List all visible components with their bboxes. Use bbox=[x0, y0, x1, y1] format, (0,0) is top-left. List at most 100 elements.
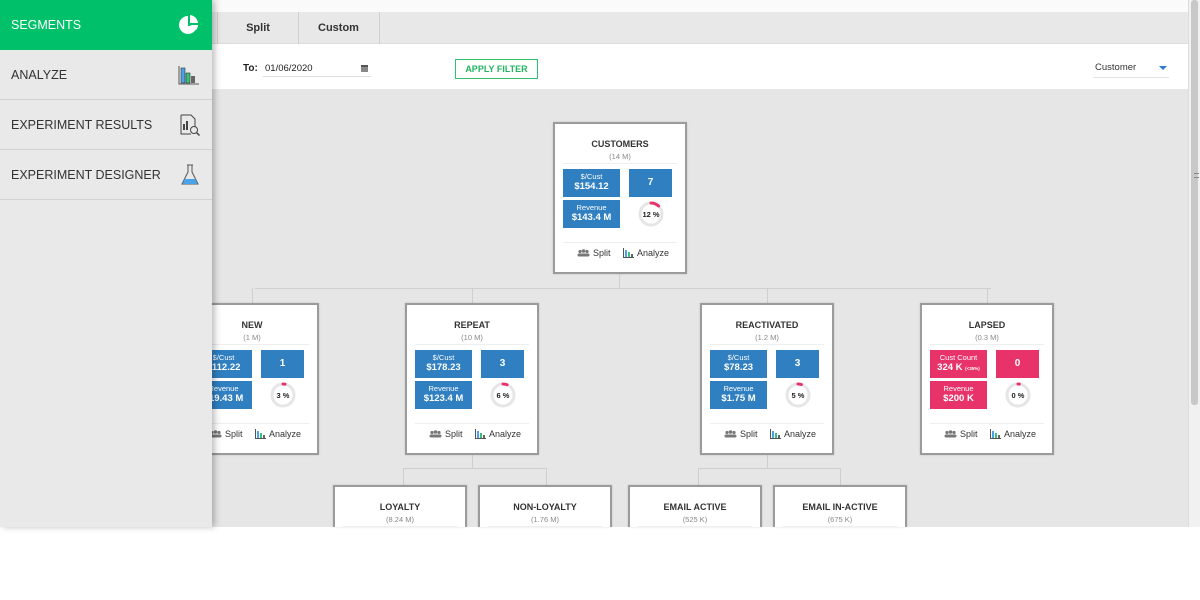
divider bbox=[488, 526, 602, 527]
count-box: 1 bbox=[261, 350, 304, 378]
segment-size: (10 M) bbox=[461, 333, 483, 342]
pie-chart-icon bbox=[179, 15, 198, 34]
connector-line bbox=[255, 288, 991, 289]
tab-split[interactable]: Split bbox=[217, 12, 299, 44]
sidebar-item-experiment-designer[interactable]: EXPERIMENT DESIGNER bbox=[0, 150, 212, 200]
divider bbox=[710, 344, 824, 345]
dimension-select[interactable]: Customer bbox=[1093, 59, 1169, 78]
metric-box: $/Cust $78.23 bbox=[710, 350, 767, 378]
divider bbox=[930, 423, 1044, 424]
divider bbox=[343, 526, 457, 527]
dimension-value: Customer bbox=[1095, 62, 1137, 73]
sidebar-item-analyze[interactable]: ANALYZE bbox=[0, 50, 212, 100]
to-label: To: bbox=[243, 63, 258, 74]
segment-title: LAPSED bbox=[968, 320, 1006, 330]
segment-card[interactable]: REACTIVATED (1.2 M) $/Cust $78.23 3 Revenu… bbox=[700, 303, 834, 455]
count-box: 3 bbox=[776, 350, 819, 378]
percent-label: 6 % bbox=[496, 390, 510, 400]
vertical-scrollbar[interactable] bbox=[1188, 0, 1200, 527]
segment-card[interactable]: CUSTOMERS (14 M) $/Cust $154.12 7 Revenue $… bbox=[553, 122, 687, 274]
split-button[interactable]: Split bbox=[209, 429, 243, 439]
metric-value: $123.4 M bbox=[423, 393, 464, 404]
flask-icon bbox=[181, 164, 199, 184]
percent-donut: 0 % bbox=[1004, 381, 1032, 409]
calendar-icon[interactable] bbox=[361, 65, 368, 72]
percent-donut: 5 % bbox=[784, 381, 812, 409]
segment-title: CUSTOMERS bbox=[591, 139, 649, 149]
percent-label: 12 % bbox=[642, 209, 660, 219]
analyze-button[interactable]: Analyze bbox=[770, 429, 816, 439]
percent-donut: 3 % bbox=[269, 381, 297, 409]
percent-label: 0 % bbox=[1011, 390, 1025, 400]
split-button[interactable]: Split bbox=[724, 429, 758, 439]
connector-line bbox=[767, 288, 768, 303]
percent-donut: 12 % bbox=[637, 200, 665, 228]
segment-title: EMAIL IN-ACTIVE bbox=[802, 502, 878, 512]
metric-value: $143.4 M bbox=[571, 212, 612, 223]
metric-label: $/Cust bbox=[727, 353, 750, 362]
split-button[interactable]: Split bbox=[429, 429, 463, 439]
chevron-down-icon bbox=[1159, 66, 1167, 70]
sidebar-item-segments[interactable]: SEGMENTS bbox=[0, 0, 212, 50]
revenue-box: Revenue $143.4 M bbox=[563, 200, 620, 228]
metric-label: Revenue bbox=[208, 384, 239, 393]
apply-filter-button[interactable]: APPLY FILTER bbox=[455, 59, 538, 79]
sidebar-item-label: EXPERIMENT DESIGNER bbox=[11, 167, 161, 182]
sidebar-item-label: ANALYZE bbox=[11, 67, 68, 82]
metric-label: $/Cust bbox=[580, 172, 603, 181]
donut-arc bbox=[270, 382, 296, 408]
segment-size: (675 K) bbox=[827, 515, 853, 524]
segment-card[interactable]: LAPSED (0.3 M) Cust Count 324 K (<35%) 0 R… bbox=[920, 303, 1054, 455]
metric-box: $/Cust $154.12 bbox=[563, 169, 620, 197]
connector-line bbox=[619, 273, 620, 288]
divider bbox=[195, 344, 309, 345]
metric-value: $200 K bbox=[943, 393, 974, 404]
analyze-button[interactable]: Analyze bbox=[255, 429, 301, 439]
donut-arc bbox=[785, 382, 811, 408]
connector-line bbox=[698, 468, 699, 485]
connector-line bbox=[546, 468, 547, 485]
analyze-button[interactable]: Analyze bbox=[623, 248, 669, 258]
tab-custom[interactable]: Custom bbox=[298, 12, 380, 44]
segment-card[interactable]: LOYALTY (8.24 M) bbox=[333, 485, 467, 527]
count-box: 7 bbox=[629, 169, 672, 197]
divider bbox=[638, 526, 752, 527]
segment-card[interactable]: EMAIL ACTIVE (525 K) bbox=[628, 485, 762, 527]
percent-label: 3 % bbox=[276, 390, 290, 400]
segment-size: (0.3 M) bbox=[975, 333, 999, 342]
percent-label: 5 % bbox=[791, 390, 805, 400]
segment-title: REACTIVATED bbox=[735, 320, 799, 330]
split-button[interactable]: Split bbox=[944, 429, 978, 439]
segment-card[interactable]: EMAIL IN-ACTIVE (675 K) bbox=[773, 485, 907, 527]
divider bbox=[563, 242, 677, 243]
metric-note: (<35%) bbox=[965, 366, 980, 371]
grip-icon bbox=[1194, 173, 1199, 178]
connector-line bbox=[840, 468, 841, 485]
analyze-button[interactable]: Analyze bbox=[475, 429, 521, 439]
bar-chart-icon bbox=[770, 429, 781, 439]
metric-value: $1.75 M bbox=[721, 393, 756, 404]
metric-value: $154.12 bbox=[574, 181, 609, 192]
sidebar-item-label: SEGMENTS bbox=[11, 18, 82, 32]
analyze-button[interactable]: Analyze bbox=[990, 429, 1036, 439]
metric-label: Revenue bbox=[576, 203, 607, 212]
segment-card[interactable]: REPEAT (10 M) $/Cust $178.23 3 Revenue $123… bbox=[405, 303, 539, 455]
metric-label: Revenue bbox=[428, 384, 459, 393]
connector-line bbox=[987, 288, 988, 303]
top-strip bbox=[0, 0, 1188, 12]
scrollbar-thumb[interactable] bbox=[1191, 0, 1199, 405]
metric-value: 324 K (<35%) bbox=[937, 362, 980, 373]
connector-line bbox=[403, 468, 547, 469]
sidebar-item-experiment-results[interactable]: EXPERIMENT RESULTS bbox=[0, 100, 212, 150]
divider bbox=[930, 344, 1044, 345]
segment-card[interactable]: NON-LOYALTY (1.76 M) bbox=[478, 485, 612, 527]
segment-title: EMAIL ACTIVE bbox=[663, 502, 727, 512]
segment-size: (1.2 M) bbox=[755, 333, 779, 342]
metric-box: $/Cust $178.23 bbox=[415, 350, 472, 378]
users-icon bbox=[944, 430, 957, 438]
segment-size: (1 M) bbox=[243, 333, 261, 342]
metric-label: $/Cust bbox=[432, 353, 455, 362]
split-button[interactable]: Split bbox=[577, 248, 611, 258]
sidebar-item-label: EXPERIMENT RESULTS bbox=[11, 117, 153, 132]
to-date-input[interactable]: 01/06/2020 bbox=[263, 59, 371, 77]
